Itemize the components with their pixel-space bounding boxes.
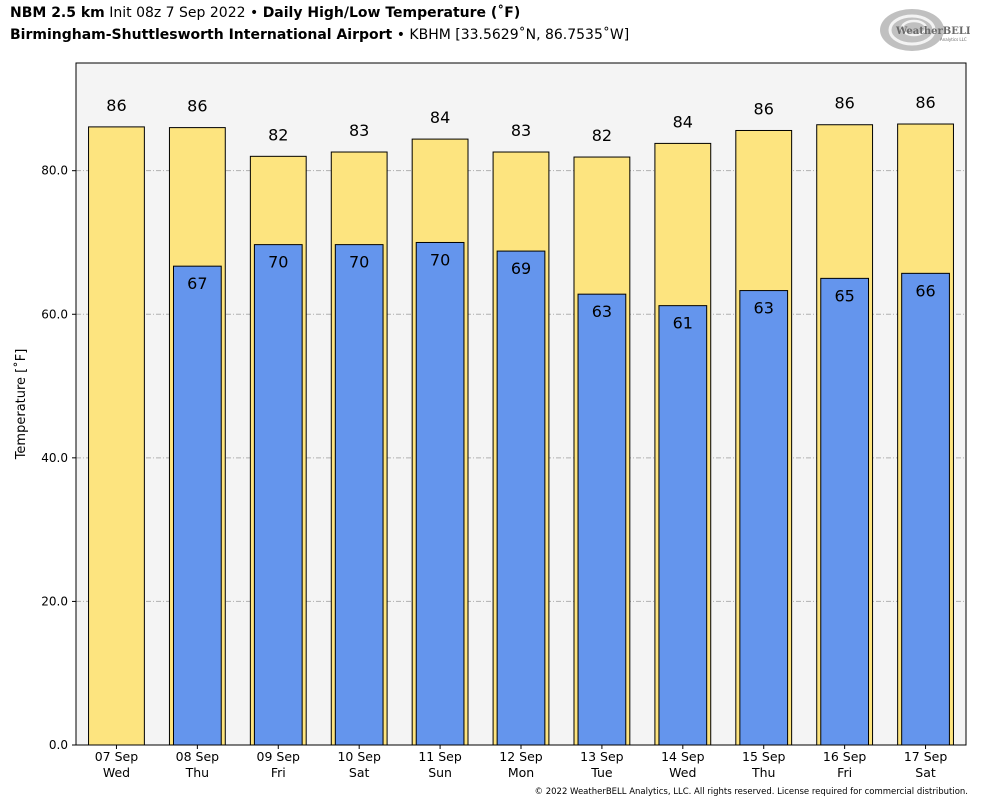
low-value-label: 66 — [915, 281, 935, 300]
low-bar — [658, 305, 708, 746]
y-tick-label: 20.0 — [41, 594, 68, 608]
x-tick-label-date: 09 Sep — [257, 749, 301, 764]
y-tick-label: 0.0 — [49, 738, 68, 752]
high-value-label: 86 — [754, 99, 774, 118]
x-tick-label-day: Sun — [428, 765, 452, 780]
chart-title-line-1: NBM 2.5 km Init 08z 7 Sep 2022 • Daily H… — [10, 5, 520, 21]
low-value-label: 67 — [187, 274, 207, 293]
copyright-notice: © 2022 WeatherBELL Analytics, LLC. All r… — [534, 787, 968, 797]
high-value-label: 83 — [511, 121, 531, 140]
x-tick-label-date: 14 Sep — [661, 749, 705, 764]
high-value-label: 82 — [592, 126, 612, 145]
y-tick-label: 40.0 — [41, 451, 68, 465]
low-bar — [820, 277, 870, 746]
x-tick-label-day: Tue — [590, 765, 613, 780]
plot-frame — [75, 62, 967, 746]
low-bar — [577, 293, 627, 746]
x-tick-label-day: Fri — [271, 765, 286, 780]
low-bar — [253, 244, 303, 746]
high-value-label: 86 — [834, 94, 854, 113]
chart-title-line-2: Birmingham-Shuttlesworth International A… — [10, 27, 629, 43]
x-tick-label-day: Sat — [349, 765, 370, 780]
x-tick-label-date: 12 Sep — [499, 749, 543, 764]
low-value-label: 70 — [430, 250, 450, 269]
high-value-label: 83 — [349, 121, 369, 140]
station-info: KBHM [33.5629˚N, 86.7535˚W] — [409, 27, 630, 43]
low-value-label: 61 — [673, 314, 693, 333]
high-bar — [88, 126, 145, 746]
low-value-label: 69 — [511, 259, 531, 278]
x-tick-label-day: Thu — [185, 765, 209, 780]
x-tick-label-date: 11 Sep — [418, 749, 462, 764]
data-labels: 86 86 67 82 70 83 70 84 70 83 69 82 63 84 61 86 63 86 65 86… — [106, 93, 935, 333]
high-value-label: 82 — [268, 125, 288, 144]
high-value-label: 86 — [187, 97, 207, 116]
y-tick-label: 80.0 — [41, 164, 68, 178]
separator: • — [249, 5, 259, 21]
low-bar — [739, 290, 789, 746]
x-tick-label-date: 07 Sep — [95, 749, 139, 764]
low-bar — [496, 250, 546, 746]
x-tick-label-date: 13 Sep — [580, 749, 624, 764]
low-bars — [172, 241, 950, 746]
low-value-label: 63 — [592, 302, 612, 321]
logo-subtext: Analytics LLC — [940, 37, 967, 42]
x-tick-label-date: 16 Sep — [823, 749, 867, 764]
x-tick-label-date: 17 Sep — [904, 749, 948, 764]
low-bar — [334, 244, 384, 746]
x-tick-label-date: 10 Sep — [337, 749, 381, 764]
logo-text: WeatherBELL — [895, 26, 970, 37]
low-bar — [901, 272, 950, 746]
low-value-label: 70 — [349, 253, 369, 272]
x-tick-label-day: Sat — [915, 765, 936, 780]
x-tick-label-day: Wed — [103, 765, 130, 780]
y-axis: 0.0 20.0 40.0 60.0 80.0 — [41, 164, 76, 752]
low-value-label: 70 — [268, 253, 288, 272]
low-value-label: 63 — [754, 299, 774, 318]
x-tick-label-date: 15 Sep — [742, 749, 786, 764]
separator: • — [396, 27, 405, 43]
high-value-label: 84 — [430, 108, 450, 127]
x-tick-label-day: Mon — [508, 765, 534, 780]
x-tick-label-day: Thu — [751, 765, 775, 780]
x-tick-label-day: Wed — [669, 765, 696, 780]
weatherbell-logo: WeatherBELL Analytics LLC — [880, 9, 970, 51]
location-name: Birmingham-Shuttlesworth International A… — [10, 27, 393, 43]
model-name: NBM 2.5 km — [10, 5, 105, 21]
y-axis-label: Temperature [˚F] — [13, 349, 29, 461]
high-value-label: 86 — [106, 96, 126, 115]
x-tick-label-date: 08 Sep — [176, 749, 220, 764]
product-name: Daily High/Low Temperature (˚F) — [262, 5, 521, 21]
low-bar — [172, 265, 222, 746]
init-time: Init 08z 7 Sep 2022 — [109, 5, 246, 21]
y-tick-label: 60.0 — [41, 307, 68, 321]
high-value-label: 86 — [915, 93, 935, 112]
high-value-label: 84 — [673, 112, 693, 131]
low-bar — [415, 241, 465, 746]
x-tick-label-day: Fri — [837, 765, 852, 780]
low-value-label: 65 — [834, 286, 854, 305]
